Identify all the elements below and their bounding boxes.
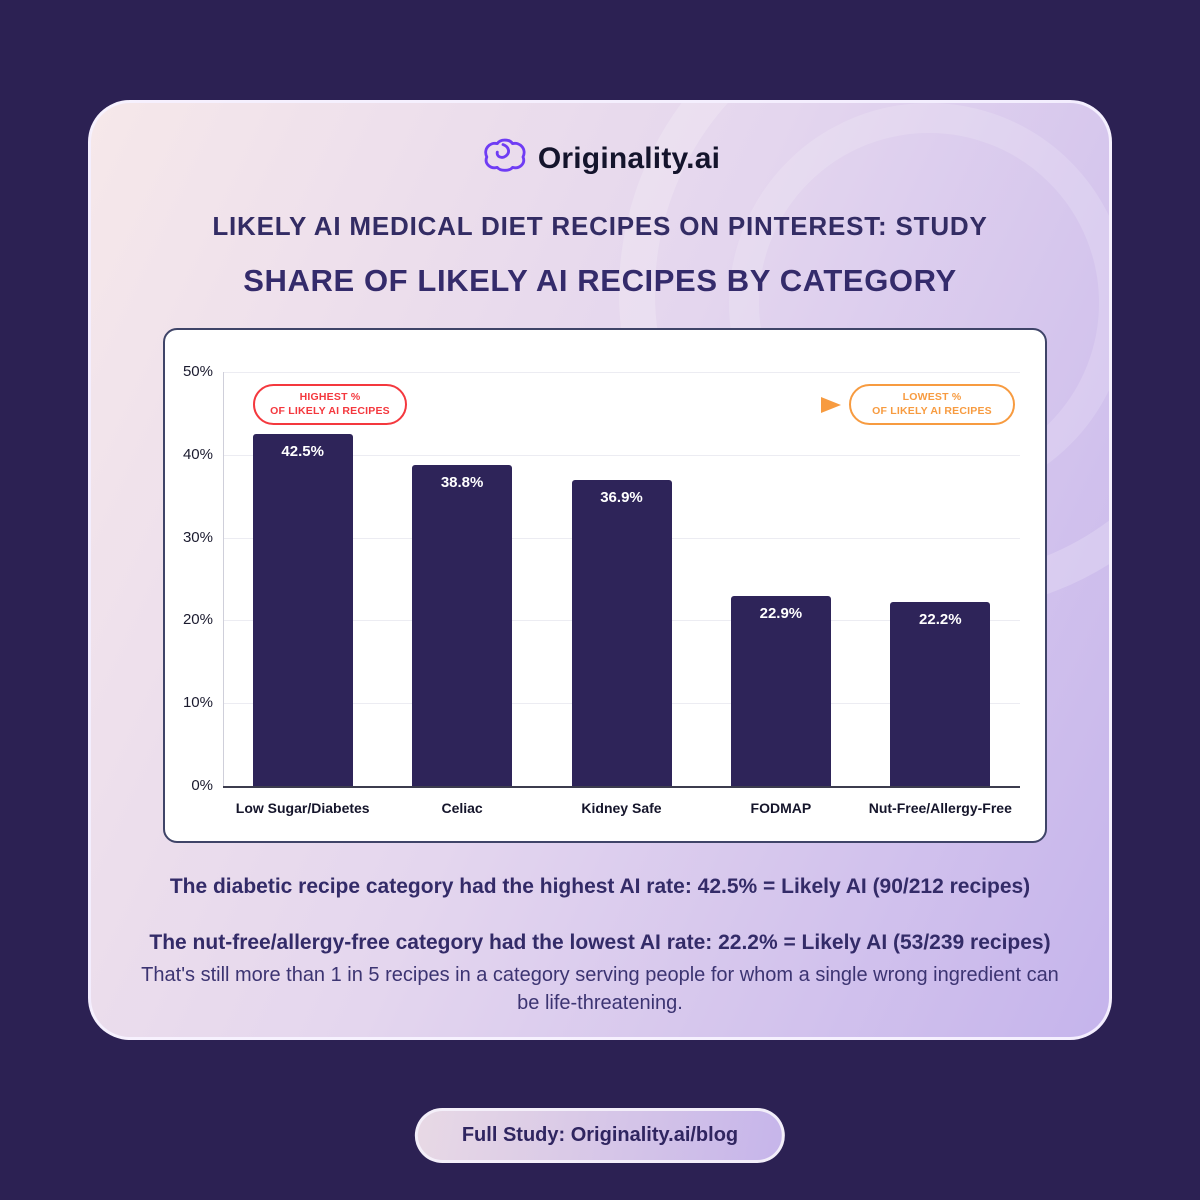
footnote-lowest: The nut-free/allergy-free category had t… xyxy=(149,931,1051,954)
bar: 22.9% xyxy=(730,596,831,786)
annotation-text: HIGHEST % xyxy=(299,391,361,403)
study-kicker: LIKELY AI MEDICAL DIET RECIPES ON PINTER… xyxy=(212,211,988,241)
brand-name: Originality.ai xyxy=(537,141,721,175)
x-axis-category-label: Nut-Free/Allergy-Free xyxy=(868,800,1012,816)
bar-value-label: 42.5% xyxy=(281,443,324,461)
x-axis-category-label: Celiac xyxy=(441,800,483,816)
bar: 42.5% xyxy=(252,434,353,786)
y-axis-tick-label: 10% xyxy=(182,694,213,712)
infographic-card: Originality.ai LIKELY AI MEDICAL DIET RE… xyxy=(88,100,1112,1040)
y-axis-tick-label: 20% xyxy=(182,611,213,629)
brand-logo: Originality.ai xyxy=(91,136,1109,181)
brain-icon xyxy=(480,136,526,181)
bar-chart: HIGHEST % OF LIKELY AI RECIPES LOWEST % … xyxy=(165,330,1045,841)
footnote-highest: The diabetic recipe category had the hig… xyxy=(169,875,1031,898)
footnotes: The diabetic recipe category had the hig… xyxy=(91,865,1109,1017)
annotation-text: LOWEST % xyxy=(902,391,962,403)
bar: 38.8% xyxy=(412,464,513,786)
x-axis-line xyxy=(223,786,1020,788)
page-title: SHARE OF LIKELY AI RECIPES BY CATEGORY xyxy=(243,263,957,298)
highest-percent-annotation: HIGHEST % OF LIKELY AI RECIPES xyxy=(253,384,407,426)
bar-value-label: 36.9% xyxy=(600,489,643,507)
bar: 22.2% xyxy=(890,602,991,786)
full-study-button[interactable]: Full Study: Originality.ai/blog xyxy=(414,1108,786,1163)
y-axis-line xyxy=(223,372,224,786)
x-axis-category-label: Kidney Safe xyxy=(581,800,662,816)
bar-value-label: 22.9% xyxy=(759,605,803,623)
x-axis-category-label: FODMAP xyxy=(750,800,812,816)
lowest-percent-annotation: LOWEST % OF LIKELY AI RECIPES xyxy=(849,384,1015,426)
y-axis-tick-label: 40% xyxy=(182,445,213,463)
bar-value-label: 38.8% xyxy=(440,473,484,491)
y-axis-tick-label: 30% xyxy=(182,528,213,546)
footnote-context: That's still more than 1 in 5 recipes in… xyxy=(141,964,1059,1014)
annotation-text: OF LIKELY AI RECIPES xyxy=(872,404,992,417)
gridline xyxy=(223,372,1020,373)
y-axis-tick-label: 50% xyxy=(182,363,213,380)
gradient-arrow-icon xyxy=(421,397,841,413)
x-axis-category-label: Low Sugar/Diabetes xyxy=(235,800,370,816)
bar: 36.9% xyxy=(571,480,672,786)
chart-panel: HIGHEST % OF LIKELY AI RECIPES LOWEST % … xyxy=(163,328,1047,843)
gridline xyxy=(223,454,1020,456)
bar-value-label: 22.2% xyxy=(919,611,962,629)
annotation-text: OF LIKELY AI RECIPES xyxy=(270,404,390,417)
y-axis-tick-label: 0% xyxy=(191,777,213,794)
